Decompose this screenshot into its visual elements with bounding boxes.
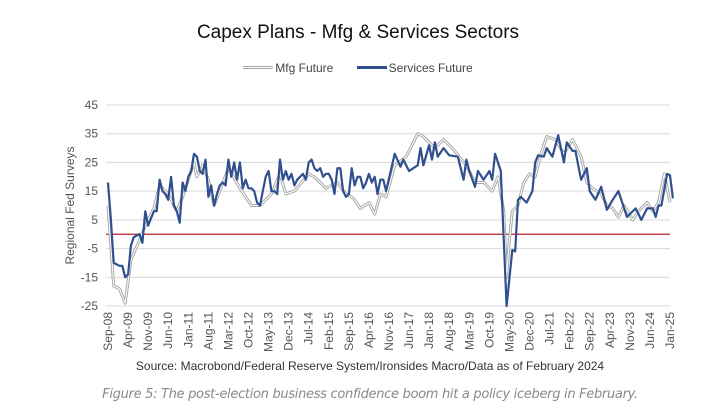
x-tick-label: Apr-23 (603, 312, 617, 348)
x-tick-label: Feb-22 (563, 312, 577, 350)
y-tick-label: -5 (87, 242, 98, 256)
x-tick-label: Dec-13 (282, 312, 296, 351)
x-tick-label: May-13 (262, 312, 276, 352)
x-tick-label: Jun-17 (402, 312, 416, 349)
x-tick-label: Sep-08 (101, 312, 115, 351)
x-tick-label: Sep-22 (583, 312, 597, 351)
x-tick-label: May-20 (502, 312, 516, 352)
x-tick-label: Jan-11 (181, 312, 195, 348)
x-tick-label: Nov-09 (141, 312, 155, 351)
x-tick-label: Jan-18 (422, 312, 436, 349)
x-tick-label: Jun-10 (161, 312, 175, 349)
x-tick-label: Jun-24 (643, 312, 657, 349)
series-line-services-future (106, 134, 674, 308)
x-tick-label: Nov-16 (382, 312, 396, 351)
legend-swatch-services (356, 66, 387, 69)
x-tick-label: Jan-25 (663, 312, 677, 349)
y-tick-label: -25 (81, 299, 99, 313)
legend-label-services: Services Future (388, 60, 473, 75)
x-tick-label: Mar-19 (462, 312, 476, 350)
legend-label-mfg: Mfg Future (275, 60, 334, 75)
x-tick-label: Apr-16 (362, 312, 376, 348)
x-tick-label: Oct-19 (482, 312, 496, 348)
x-tick-label: Mar-12 (221, 312, 235, 350)
x-tick-label: Jul-14 (302, 312, 316, 345)
x-tick-label: Feb-15 (322, 312, 336, 350)
x-tick-label: Jul-21 (543, 312, 557, 345)
y-axis-label: Regional Fed Surveys (63, 146, 77, 264)
y-tick-label: 5 (91, 213, 98, 227)
x-tick-label: Sep-15 (342, 312, 356, 351)
legend-swatch-mfg (243, 66, 274, 69)
x-tick-label: Aug-11 (201, 312, 215, 350)
x-tick-label: Dec-20 (523, 312, 537, 351)
x-tick-label: Apr-09 (121, 312, 135, 348)
y-tick-label: 25 (85, 155, 99, 169)
y-tick-label: 15 (85, 184, 99, 198)
source-note: Source: Macrobond/Federal Reserve System… (135, 359, 605, 373)
chart-title: Capex Plans - Mfg & Services Sectors (196, 22, 520, 43)
legend-item-mfg: Mfg Future (243, 61, 333, 75)
y-tick-label: 45 (85, 98, 99, 112)
figure-caption: Figure 5: The post-election business con… (102, 387, 638, 402)
y-tick-label: 35 (85, 127, 99, 141)
x-tick-label: Aug-18 (442, 312, 456, 351)
legend: Mfg Future Services Future (0, 58, 716, 75)
x-tick-label: Oct-12 (242, 312, 256, 348)
x-tick-label: Nov-23 (623, 312, 637, 351)
y-tick-label: -15 (81, 270, 99, 284)
legend-item-services: Services Future (356, 60, 473, 75)
